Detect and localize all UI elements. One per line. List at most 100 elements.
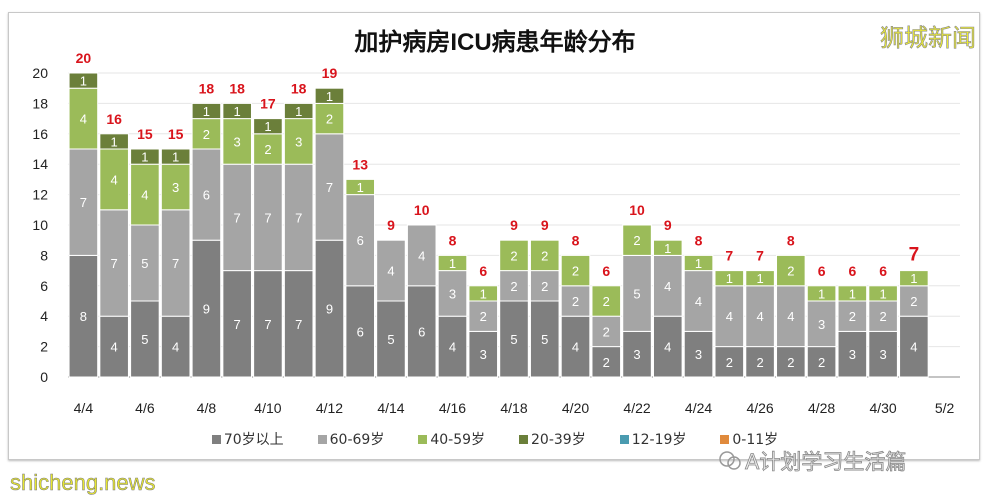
bar-segment [99,133,129,150]
segment-label: 2 [726,355,733,370]
total-label: 16 [106,111,122,127]
x-tick-label: 4/16 [439,400,466,416]
x-tick-label: 4/22 [623,400,650,416]
x-tick-label: 4/28 [808,400,835,416]
total-label: 8 [449,232,457,248]
segment-label: 2 [910,294,917,309]
bar-segment [714,285,745,348]
legend: 70岁以上 60-69岁 40-59岁 20-39岁 12-19岁 0-11岁 [0,429,990,449]
segment-label: 1 [295,104,302,119]
bar-segment [68,148,99,256]
segment-label: 4 [664,340,671,355]
y-tick-label: 20 [32,65,48,81]
bar-segment [99,315,129,378]
bar-segment [806,300,837,348]
bar-segment [714,270,745,287]
bar-segment [591,346,622,378]
total-label: 6 [848,263,856,279]
segment-label: 2 [510,248,517,263]
y-tick-label: 8 [40,247,48,263]
legend-swatch [619,434,629,444]
bar-segment [222,270,252,378]
legend-swatch [418,434,428,444]
segment-label: 5 [141,256,148,271]
bar-segment [683,270,714,332]
legend-swatch [720,434,730,444]
segment-label: 4 [141,188,148,203]
total-label: 18 [199,80,215,96]
segment-label: 4 [695,294,702,309]
segment-label: 1 [664,241,671,256]
segment-label: 3 [449,286,456,301]
total-label: 19 [322,65,338,81]
legend-label: 20-39岁 [531,432,586,448]
segment-label: 3 [849,347,856,362]
x-tick-label: 4/12 [316,400,343,416]
segment-label: 3 [633,347,640,362]
legend-swatch [317,434,327,444]
segment-label: 4 [726,309,733,324]
y-tick-label: 2 [40,339,48,355]
bar-segment [499,239,529,272]
bar-segment [68,87,99,150]
bar-segment [160,148,191,165]
x-tick-label: 4/20 [562,400,589,416]
total-label: 6 [479,263,487,279]
segment-label: 2 [787,264,794,279]
x-tick-label: 4/18 [500,400,527,416]
segment-label: 2 [326,112,333,127]
bar-segment [468,285,499,302]
total-label: 6 [818,263,826,279]
total-label: 15 [168,126,184,142]
bar-segment [222,102,252,120]
bar-segment [345,178,376,196]
segment-label: 9 [326,302,333,317]
segment-label: 7 [172,256,179,271]
segment-label: 6 [357,324,364,339]
segment-label: 4 [449,340,456,355]
segment-label: 4 [756,309,763,324]
segment-label: 2 [541,248,548,263]
total-label: 8 [787,232,795,248]
bar-segment [160,163,191,211]
segment-label: 5 [633,286,640,301]
bar-segment [253,163,283,272]
bar-segment [745,346,775,378]
total-label: 7 [725,248,733,264]
segment-label: 1 [756,271,763,286]
segment-label: 2 [264,142,271,157]
segment-label: 4 [111,172,118,187]
legend-item: 60-69岁 [317,429,385,449]
bar-segment [806,346,837,378]
segment-label: 6 [203,188,210,203]
legend-label: 60-69岁 [329,432,385,448]
bar-segment [345,194,376,287]
watermark-wechat: A计划学习生活篇 [745,450,907,475]
total-label: 9 [541,217,549,233]
segment-label: 4 [387,264,394,279]
segment-label: 2 [510,279,517,294]
x-tick-label: 4/6 [135,400,155,416]
bar-segment [776,346,806,378]
segment-label: 6 [357,233,364,248]
segment-label: 2 [203,127,210,142]
segment-label: 8 [80,309,87,324]
segment-label: 1 [80,74,87,89]
bar-segment [191,102,222,120]
legend-label: 70岁以上 [223,432,284,448]
segment-label: 1 [849,286,856,301]
bar-segment [652,239,683,256]
watermark-bottom-left: shicheng.news [10,470,156,496]
segment-label: 1 [326,89,333,104]
segment-label: 1 [726,271,733,286]
segment-label: 3 [234,134,241,149]
bar-segment [283,118,314,165]
bar-segment [499,300,529,378]
total-label: 7 [756,248,764,264]
bar-segment [222,118,252,165]
legend-swatch [211,434,221,444]
x-tick-label: 5/2 [935,400,955,416]
segment-label: 3 [295,134,302,149]
segment-label: 4 [572,340,579,355]
total-label: 8 [572,232,580,248]
